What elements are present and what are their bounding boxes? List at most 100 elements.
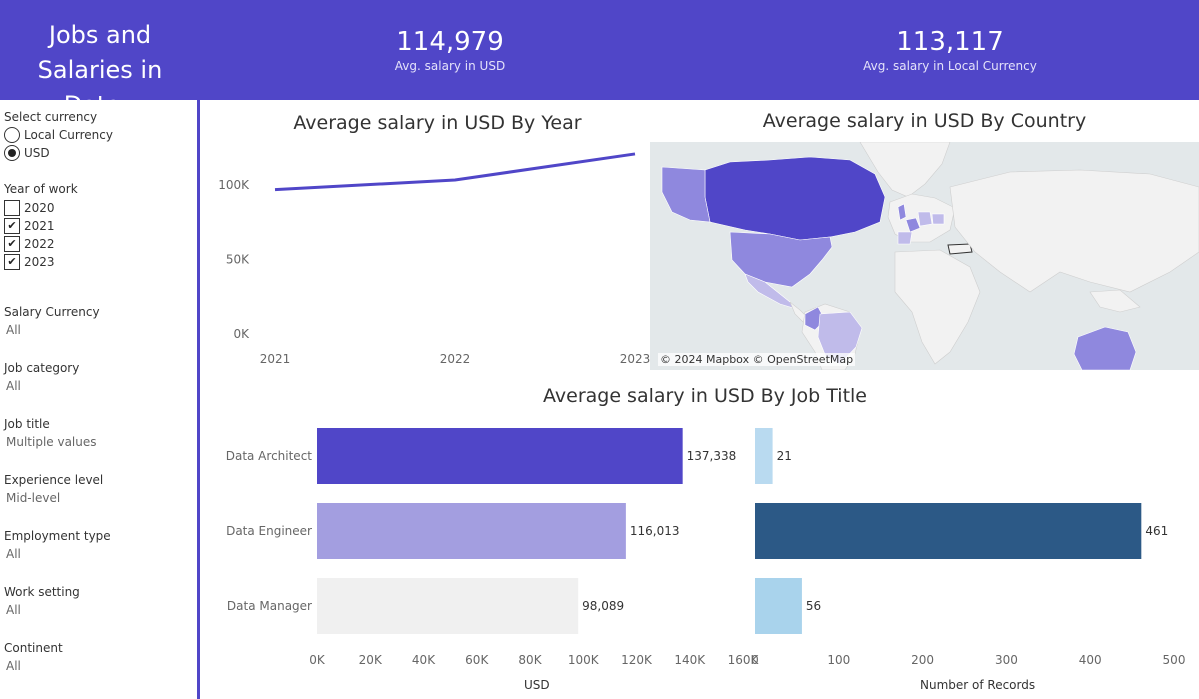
line-x-tick-2022: 2022 <box>440 352 471 366</box>
world-map-graphic <box>661 142 1199 370</box>
map-country-turkey <box>947 243 973 255</box>
records-bar-data-architect[interactable] <box>755 428 773 484</box>
bar-category-label: Data Architect <box>226 449 313 463</box>
radio-local-currency[interactable] <box>4 127 20 143</box>
salary-x-tick: 20K <box>359 653 383 667</box>
line-point-2022[interactable] <box>451 176 459 184</box>
map-land-africa <box>894 249 981 365</box>
kpi-local-value: 113,117 <box>896 27 1004 57</box>
salary-x-tick: 140K <box>674 653 706 667</box>
experience-level-filter-title: Experience level <box>4 473 104 487</box>
dashboard-title-line2: Salaries in Data.. <box>37 56 163 119</box>
salary-value-label: 116,013 <box>630 524 680 538</box>
bar-category-label: Data Engineer <box>226 524 312 538</box>
bar-category-label: Data Manager <box>227 599 312 613</box>
line-series-salary[interactable] <box>274 152 636 192</box>
map-country-usa[interactable] <box>729 231 833 288</box>
records-x-tick: 300 <box>995 653 1018 667</box>
year-label-2021: 2021 <box>24 219 55 233</box>
salary-bar-data-manager[interactable] <box>317 578 579 634</box>
dashboard-title: Jobs and Salaries in Data.. <box>0 18 200 123</box>
map-country-uk[interactable] <box>897 203 907 221</box>
records-x-tick: 500 <box>1163 653 1186 667</box>
work-setting-filter-title: Work setting <box>4 585 80 599</box>
currency-option-local-label: Local Currency <box>24 128 113 142</box>
map-attribution: © 2024 Mapbox © OpenStreetMap <box>658 353 856 366</box>
year-option-2022[interactable]: ✔ 2022 <box>4 235 55 253</box>
salary-x-tick: 80K <box>518 653 542 667</box>
map-country-canada[interactable] <box>704 156 886 241</box>
map-land-asia <box>949 169 1199 293</box>
year-option-2023[interactable]: ✔ 2023 <box>4 253 55 271</box>
currency-option-local[interactable]: Local Currency <box>4 126 113 144</box>
kpi-avg-salary-local: 113,117 Avg. salary in Local Currency <box>850 26 1050 74</box>
year-label-2023: 2023 <box>24 255 55 269</box>
employment-type-filter-value[interactable]: All <box>6 547 21 561</box>
line-point-2021[interactable] <box>271 186 279 194</box>
filter-sidebar: Select currency Local Currency USD Year … <box>0 100 200 699</box>
salary-bar-data-engineer[interactable] <box>317 503 626 559</box>
line-y-tick-100K: 100K <box>218 178 250 192</box>
salary-x-tick: 60K <box>465 653 489 667</box>
map-country-spain[interactable] <box>897 231 913 245</box>
dashboard-title-line1: Jobs and <box>48 21 152 49</box>
job-title-filter-value[interactable]: Multiple values <box>6 435 97 449</box>
map-title: Average salary in USD By Country <box>762 110 1087 132</box>
salary-currency-filter-value[interactable]: All <box>6 323 21 337</box>
salary-x-tick: 100K <box>568 653 600 667</box>
salary-value-label: 137,338 <box>687 449 737 463</box>
continent-filter-value[interactable]: All <box>6 659 21 673</box>
line-point-2023[interactable] <box>631 150 639 158</box>
records-x-tick: 0 <box>751 653 759 667</box>
currency-filter-title: Select currency <box>4 110 98 124</box>
year-option-2021[interactable]: ✔ 2021 <box>4 217 55 235</box>
job-category-filter-value[interactable]: All <box>6 379 21 393</box>
job-category-filter-title: Job category <box>4 361 80 375</box>
radio-usd[interactable] <box>4 145 20 161</box>
salary-currency-filter-title: Salary Currency <box>4 305 100 319</box>
salary-x-tick: 40K <box>412 653 436 667</box>
records-axis-title: Number of Records <box>920 678 1036 692</box>
year-filter-title: Year of work <box>4 182 78 196</box>
checkbox-2023[interactable]: ✔ <box>4 254 20 270</box>
salary-by-year-line-chart: 0K 50K 100K 2021 2022 2023 <box>218 150 650 366</box>
kpi-local-label: Avg. salary in Local Currency <box>863 59 1037 73</box>
salary-by-job-title-bar-chart: Data Architect Data Engineer Data Manager 1… <box>226 428 1186 667</box>
map-country-poland[interactable] <box>931 213 945 225</box>
experience-level-filter-value[interactable]: Mid-level <box>6 491 61 505</box>
map-land-greenland <box>859 142 951 198</box>
dashboard-header: Jobs and Salaries in Data.. 114,979 Avg.… <box>0 0 1199 119</box>
job-title-filter-title: Job title <box>4 417 50 431</box>
kpi-usd-value: 114,979 <box>396 27 504 57</box>
salary-value-label: 98,089 <box>582 599 624 613</box>
map-country-australia[interactable] <box>1073 326 1137 370</box>
year-option-2020[interactable]: 2020 <box>4 199 55 217</box>
year-label-2022: 2022 <box>24 237 55 251</box>
employment-type-filter-title: Employment type <box>4 529 111 543</box>
records-value-label: 21 <box>777 449 792 463</box>
continent-filter-title: Continent <box>4 641 63 655</box>
line-chart-title: Average salary in USD By Year <box>293 112 582 134</box>
currency-option-usd[interactable]: USD <box>4 144 50 162</box>
salary-x-tick: 160K <box>728 653 760 667</box>
map-land-southeast-asia <box>1089 289 1141 313</box>
year-label-2020: 2020 <box>24 201 55 215</box>
salary-x-tick: 120K <box>621 653 653 667</box>
salary-x-tick: 0K <box>309 653 326 667</box>
records-x-tick: 200 <box>911 653 934 667</box>
map-country-germany[interactable] <box>917 211 933 227</box>
line-y-tick-0K: 0K <box>233 327 250 341</box>
map-state-alaska[interactable] <box>661 166 711 223</box>
records-bar-data-manager[interactable] <box>755 578 802 634</box>
records-x-tick: 400 <box>1079 653 1102 667</box>
checkbox-2022[interactable]: ✔ <box>4 236 20 252</box>
salary-by-country-map[interactable] <box>650 142 1199 370</box>
records-value-label: 56 <box>806 599 821 613</box>
checkbox-2020[interactable] <box>4 200 20 216</box>
work-setting-filter-value[interactable]: All <box>6 603 21 617</box>
kpi-avg-salary-usd: 114,979 Avg. salary in USD <box>350 26 550 74</box>
records-bar-data-engineer[interactable] <box>755 503 1142 559</box>
checkbox-2021[interactable]: ✔ <box>4 218 20 234</box>
map-country-france[interactable] <box>905 217 921 233</box>
salary-bar-data-architect[interactable] <box>317 428 683 484</box>
